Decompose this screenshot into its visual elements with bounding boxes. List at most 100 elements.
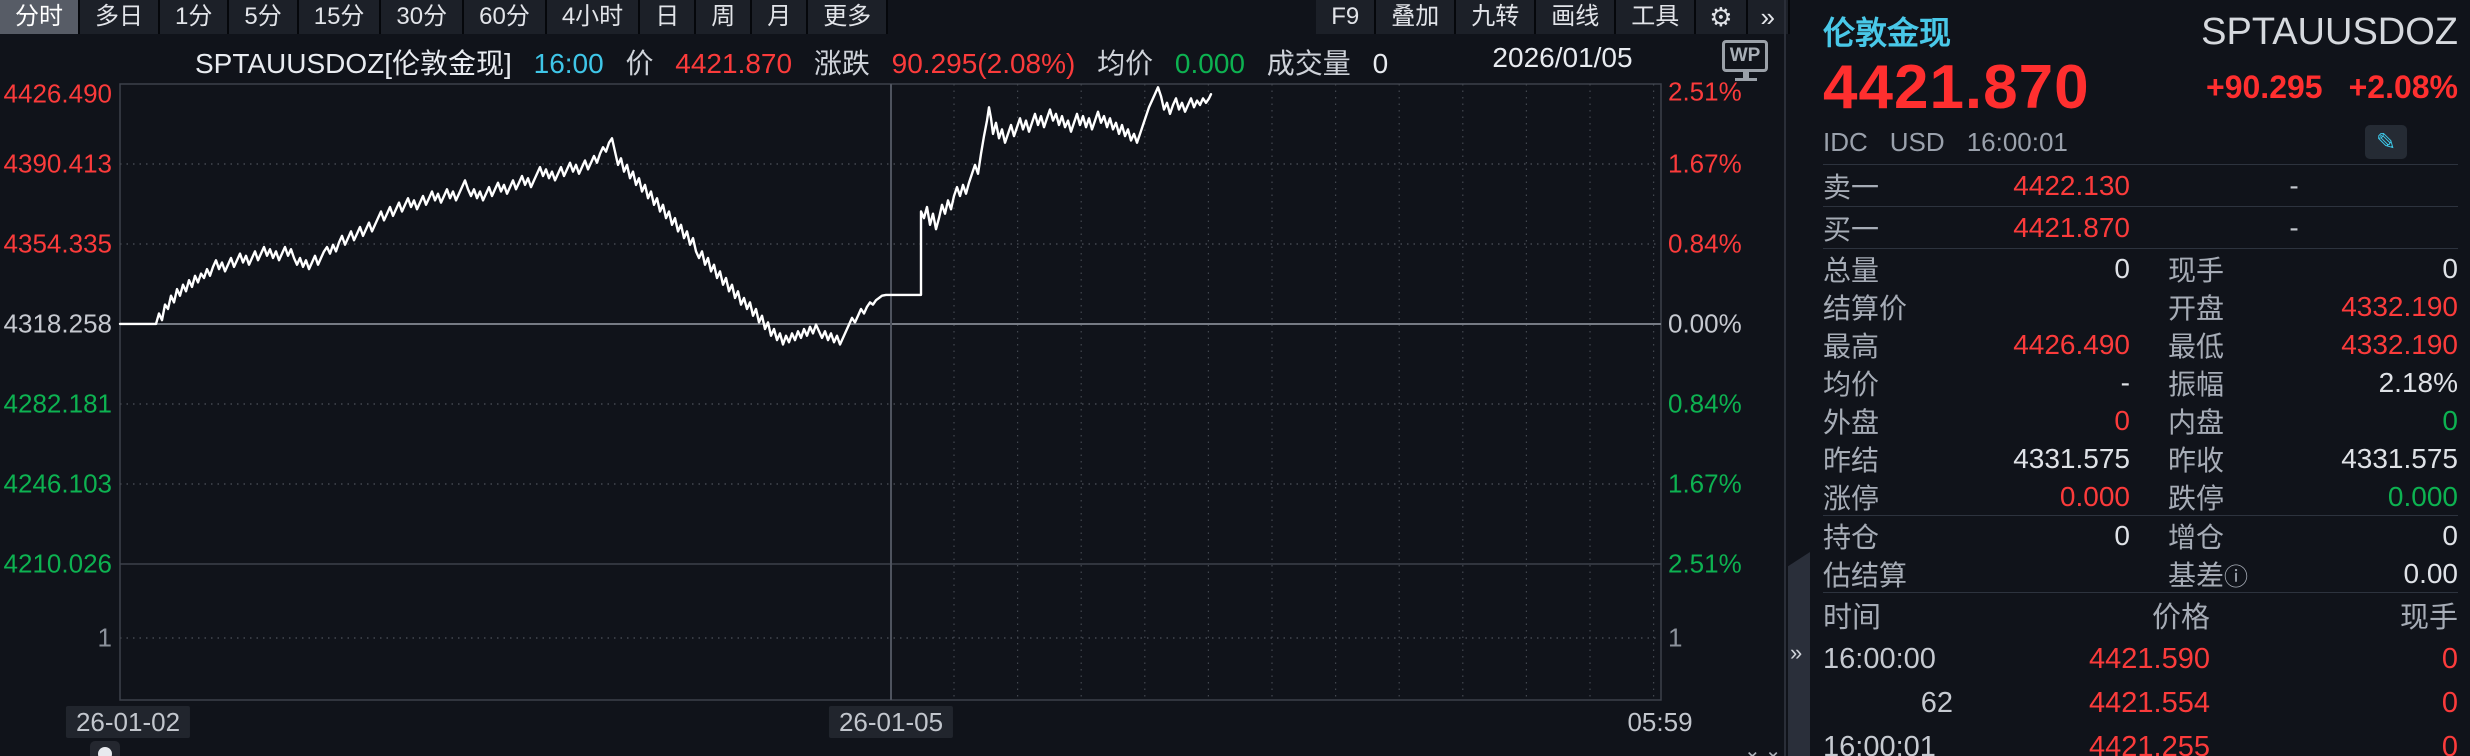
stat-value: 0 (2114, 520, 2130, 551)
price-axis-label: 4210.026 (3, 548, 112, 579)
stat-value: 0.00 (2403, 558, 2459, 589)
toolbar-button[interactable]: 画线 (1536, 0, 1617, 34)
percent-axis-label: 0.00% (1668, 308, 1742, 339)
info-circle-icon[interactable]: ⓘ (2224, 564, 2249, 591)
timeframe-tab[interactable]: 1分 (160, 0, 230, 34)
timeframe-tabs: 分时 多日 1分 5分 15分 30分 60分 4小时日周月更多 (0, 0, 889, 34)
stat-label: 增仓 (2168, 522, 2225, 553)
stat-row: 估结算 基差ⓘ 0.00 (1823, 554, 2458, 592)
book-size: - (2289, 211, 2299, 243)
percent-axis-label: 0.84% (1668, 228, 1742, 259)
price-value: 4421.870 (675, 48, 793, 79)
stat-label: 内盘 (2168, 407, 2225, 438)
timeframe-tab[interactable]: 15分 (298, 0, 382, 34)
volume-axis-label: 1 (97, 622, 112, 653)
stat-value: 0 (2442, 405, 2458, 436)
percent-axis-label: 1.67% (1668, 148, 1742, 179)
tick-time: 16:00:01 (1823, 730, 1936, 756)
x-axis-label: 05:59 (1627, 707, 1693, 737)
separator (1823, 206, 2458, 207)
price-chart[interactable] (0, 0, 1790, 756)
quote-time: 16:00:01 (1966, 126, 2068, 157)
percent-axis-label: 0.84% (1668, 388, 1742, 419)
price-axis-label: 4318.258 (3, 308, 112, 339)
chart-header: SPTAUUSDOZ[伦敦金现] 16:00 价 4421.870 涨跌 90.… (195, 42, 1402, 82)
edit-pencil-icon[interactable]: ✎ (2365, 125, 2407, 159)
stat-row: 均价 - 振幅 2.18% (1823, 363, 2458, 401)
price-axis-label: 4390.413 (3, 148, 112, 179)
volume-axis-label: 1 (1668, 622, 1683, 653)
right-percent-axis: 2.51% 1.67% 0.84% 0.00% 0.84% 1.67% 2.51% 1 (1668, 0, 1788, 756)
timeframe-tab[interactable]: 4小时 (546, 0, 641, 34)
tick-table[interactable]: 16:00:00 4421.590 0 62 4421.554 0 16:00:01 4421… (1823, 637, 2458, 756)
timeframe-tab[interactable]: 30分 (381, 0, 465, 34)
timeframe-tab[interactable]: 分时 (0, 0, 80, 34)
timeframe-tab[interactable]: 日 (640, 0, 697, 34)
stat-value: 4426.490 (2013, 329, 2130, 360)
quote-panel: 伦敦金现 SPTAUUSDOZ 4421.870 +90.295 +2.08% … (1790, 0, 2470, 756)
sidebar-collapse-handle[interactable]: » (1788, 552, 1810, 756)
timeframe-tab[interactable]: 月 (752, 0, 809, 34)
stat-label: 最低 (2168, 331, 2225, 362)
stat-row: 最高 4426.490 最低 4332.190 (1823, 325, 2458, 363)
change-label: 涨跌 (813, 48, 870, 79)
tick-vol: 0 (2441, 642, 2458, 675)
tick-price: 4421.554 (2089, 686, 2210, 719)
stat-label: 最高 (1823, 331, 1880, 362)
stat-value: 0.000 (2059, 481, 2130, 512)
x-axis-labels: 26-01-02 26-01-05 05:59 (0, 706, 1790, 742)
stat-value: 4332.190 (2341, 291, 2458, 322)
price-label: 价 (625, 48, 654, 79)
stat-label: 昨结 (1823, 445, 1880, 476)
wp-monitor-icon[interactable]: WP (1722, 40, 1770, 86)
gear-icon[interactable]: ⚙ (1696, 0, 1748, 34)
stat-row: 涨停 0.000 跌停 0.000 (1823, 477, 2458, 515)
stat-label: 基差ⓘ (2168, 560, 2249, 591)
book-size: - (2289, 169, 2299, 201)
toolbar-button[interactable]: F9 (1316, 0, 1377, 34)
stat-label: 结算价 (1823, 293, 1908, 324)
stat-value: 2.18% (2378, 367, 2458, 398)
stat-row: 外盘 0 内盘 0 (1823, 401, 2458, 439)
toolbar-button[interactable]: 九转 (1456, 0, 1537, 34)
book-label: 买一 (1823, 213, 1880, 245)
price-axis-label: 4354.335 (3, 228, 112, 259)
chart-date: 2026/01/05 (1492, 42, 1633, 73)
tick-price: 4421.590 (2089, 642, 2210, 675)
x-axis-label: 26-01-02 (65, 706, 191, 738)
stat-value: 0 (2114, 405, 2130, 436)
tick-time: 16:00:00 (1823, 642, 1936, 675)
tick-row: 62 4421.554 0 (1823, 681, 2458, 725)
toolbar-overflow-icon[interactable]: » (1747, 0, 1790, 34)
stat-label: 跌停 (2168, 483, 2225, 514)
stat-label: 总量 (1823, 255, 1880, 286)
clipped-bottom-icon (90, 741, 120, 756)
change-value: 90.295(2.08%) (891, 48, 1076, 79)
separator (1823, 592, 2458, 593)
timeframe-tab[interactable]: 多日 (80, 0, 160, 34)
tick-row: 16:00:01 4421.255 0 (1823, 725, 2458, 756)
stat-label: 估结算 (1823, 560, 1908, 591)
tick-col-vol: 现手 (2399, 602, 2458, 634)
timeframe-tab[interactable]: 周 (696, 0, 753, 34)
separator (1823, 248, 2458, 249)
toolbar-button[interactable]: 工具 (1616, 0, 1697, 34)
price-axis-label: 4282.181 (3, 388, 112, 419)
sidebar-divider (1784, 0, 1786, 756)
currency-code: USD (1889, 126, 1945, 157)
volume-label: 成交量 (1266, 48, 1351, 79)
price-change: +90.295 (2206, 68, 2323, 105)
timeframe-tab[interactable]: 60分 (464, 0, 547, 34)
last-price: 4421.870 (1823, 52, 2090, 122)
quote-stats: 总量 0 现手 0 结算价 开盘 4332.190 最高 4426.490 最低 4332.190 均… (1823, 249, 2458, 593)
timeframe-tab[interactable]: 更多 (808, 0, 889, 34)
tick-price: 4421.255 (2089, 730, 2210, 756)
stat-value: 0.000 (2387, 481, 2458, 512)
timeframe-tab[interactable]: 5分 (229, 0, 299, 34)
book-price: 4421.870 (2013, 211, 2130, 243)
percent-axis-label: 2.51% (1668, 548, 1742, 579)
toolbar-button[interactable]: 叠加 (1376, 0, 1457, 34)
quote-panel-top: 伦敦金现 SPTAUUSDOZ 4421.870 +90.295 +2.08% … (1823, 0, 2458, 164)
stat-label: 外盘 (1823, 407, 1880, 438)
book-row: 卖一 4422.130 - (1823, 165, 2458, 206)
